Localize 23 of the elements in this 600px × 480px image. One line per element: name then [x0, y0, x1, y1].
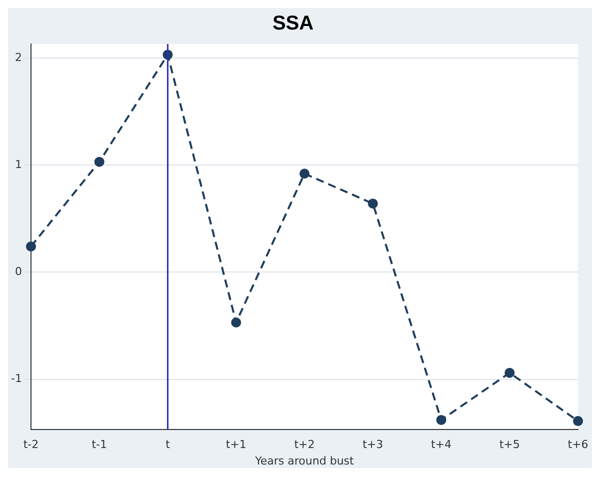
point — [573, 416, 583, 426]
x-tick-label: t+1 — [226, 438, 246, 452]
x-tick-label: t-1 — [92, 438, 107, 452]
x-tick-label: t — [166, 438, 171, 452]
x-tick-label: t+2 — [294, 438, 315, 452]
x-tick-label: t+3 — [362, 438, 384, 452]
point — [368, 198, 378, 209]
y-tick-label: -1 — [11, 372, 22, 386]
x-tick-label: t+6 — [568, 438, 588, 452]
point — [26, 241, 36, 252]
point — [94, 156, 104, 167]
x-tick-label: t-2 — [23, 438, 39, 452]
x-tick-label: t+5 — [499, 438, 520, 452]
x-tick-label: t+4 — [430, 438, 452, 452]
y-tick-label: 2 — [14, 50, 22, 64]
y-tick-label: 1 — [14, 158, 22, 171]
y-tick-label: 0 — [14, 265, 22, 278]
chart-title: SSA — [272, 12, 314, 35]
x-axis-title: Years around bust — [254, 454, 355, 468]
point — [231, 317, 242, 328]
point — [504, 368, 515, 378]
point — [436, 414, 446, 425]
point — [299, 168, 310, 179]
